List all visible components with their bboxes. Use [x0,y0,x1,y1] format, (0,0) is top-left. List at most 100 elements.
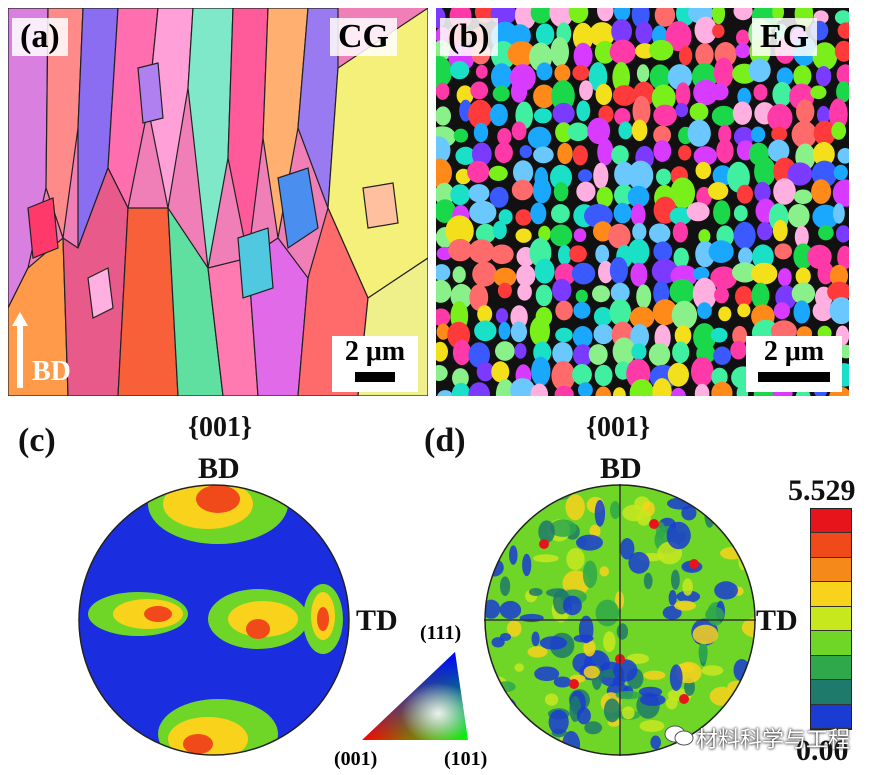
eg-grain [649,39,674,61]
pf-texture-blob [692,624,719,645]
ipf-key-111: (111) [420,622,462,644]
colorbar-segment [811,606,851,632]
eg-grain [507,41,536,67]
eg-grain [598,260,614,284]
panel-d-label: (d) [424,422,466,459]
eg-grain [693,323,716,352]
eg-grain [737,87,751,106]
pf-texture-blob [485,558,504,577]
eg-grain [510,80,528,103]
pf-texture-blob [576,707,591,725]
eg-grain [552,102,575,124]
eg-grain [732,262,758,283]
pf-texture-blob [595,599,620,627]
eg-grain [497,282,512,299]
eg-grain [535,284,553,307]
eg-grain [614,108,631,126]
eg-grain [453,128,469,143]
eg-grain [573,228,587,242]
eg-grain [530,8,552,24]
pf-texture-blob [640,693,666,706]
pf-texture-blob [565,494,585,521]
eg-grain [576,181,596,202]
pf-texture-blob [517,492,530,513]
eg-grain [718,306,732,322]
pf-texture-blob [682,578,693,596]
eg-grain [450,184,470,206]
eg-grain [836,64,849,85]
eg-grain [609,298,632,326]
colorbar-max: 5.529 [788,474,856,507]
eg-grain [813,120,836,146]
colorbar-segment [811,557,851,583]
eg-grain [475,64,488,79]
eg-grain [652,299,678,326]
eg-grain [777,268,792,287]
eg-grain [571,262,596,285]
pf-texture-blob [500,698,518,726]
panel-a-tag: CG [330,18,397,56]
eg-grain [595,386,612,396]
pf-texture-blob [515,740,528,755]
pf-texture-blob [691,485,700,500]
eg-grain [773,302,790,320]
eg-grain [550,164,572,190]
pf-texture-blob [714,581,738,600]
panel-a-direction: BD [32,356,71,387]
eg-grain [578,382,593,396]
eg-grain [669,279,695,305]
eg-grain [610,282,630,303]
eg-grain [834,40,849,62]
eg-grain [436,56,452,89]
eg-grain [436,199,456,223]
eg-grain [436,82,450,100]
eg-grain [452,368,469,388]
pf-hotspot [539,539,549,549]
pf-texture-blob [731,493,755,503]
eg-grain [733,8,753,21]
colorbar-segment [811,509,851,534]
eg-grain [535,23,555,46]
eg-grain [670,177,696,209]
eg-grain [594,40,616,64]
eg-grain [471,142,492,166]
pf-texture-blob [489,497,501,512]
eg-grain [618,121,633,140]
eg-grain [494,142,513,164]
panel-d-bd-label: BD [600,452,642,485]
eg-grain [796,99,815,124]
colorbar [810,508,852,730]
bd-arrow-icon [12,312,28,388]
eg-grain [489,186,509,208]
eg-grain [475,223,496,244]
pf-texture-blob [549,519,577,537]
eg-grain [555,300,573,321]
eg-grain [834,10,849,25]
eg-grain [492,85,510,102]
eg-grain [468,342,490,368]
eg-grain [436,106,451,126]
eg-grain [667,362,689,387]
eg-grain [436,341,448,362]
eg-grain [708,240,734,263]
eg-grain [689,102,709,121]
eg-grain [553,182,569,202]
pf-hotspot [649,519,659,529]
eg-grain [652,378,672,396]
eg-grain [551,204,570,224]
eg-grain [488,165,508,181]
eg-grain [733,221,756,250]
eg-grain [632,222,647,241]
eg-grain [771,126,788,142]
pf-texture-blob [671,569,680,590]
eg-grain [555,327,573,343]
eg-grain [493,267,517,287]
eg-grain [670,387,686,396]
eg-grain [513,160,534,185]
pf-texture-blob [485,490,502,512]
eg-grain [593,221,613,242]
eg-grain [609,39,636,65]
eg-grain [531,356,551,387]
eg-grain [714,286,729,304]
pf-texture-blob [573,634,594,643]
